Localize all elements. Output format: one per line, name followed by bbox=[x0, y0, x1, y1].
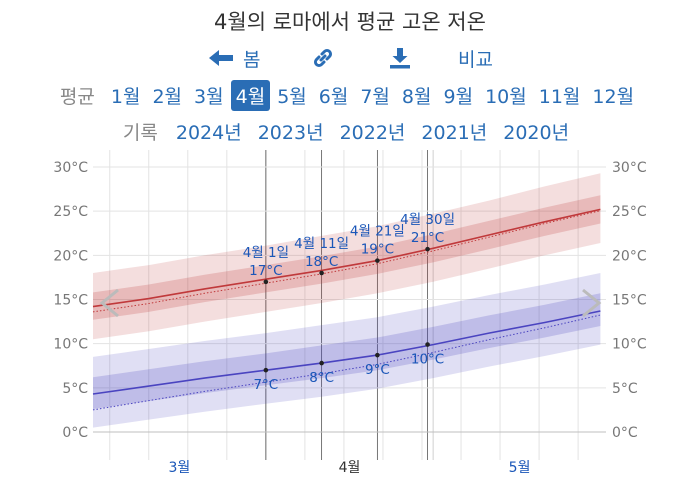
date-label: 4월 11일 bbox=[294, 236, 349, 252]
low-point bbox=[263, 367, 269, 373]
chart-grid bbox=[93, 150, 606, 460]
month-tab-5[interactable]: 5월 bbox=[277, 85, 307, 108]
high-point bbox=[319, 270, 324, 276]
x-tick-label: 4월 bbox=[339, 460, 361, 476]
chart-ticks: 0°C 0°C 5°C 5°C 10°C 10°C 15°C 15°C 20°C 20°C 25°C… bbox=[53, 160, 646, 476]
compare-button[interactable]: 비교 bbox=[458, 44, 493, 72]
month-tab-2[interactable]: 2월 bbox=[152, 85, 183, 108]
low-point bbox=[319, 360, 324, 366]
month-tab-8[interactable]: 8월 bbox=[401, 85, 432, 108]
high-value-label: 19°C bbox=[361, 242, 394, 258]
y-tick-label-right: 0°C bbox=[612, 425, 638, 441]
high-average-line bbox=[92, 208, 601, 308]
y-tick-label-right: 10°C bbox=[612, 337, 647, 353]
record-year-selector-label: 기록 bbox=[122, 121, 158, 144]
record-year-5[interactable]: 2020년 bbox=[503, 121, 570, 144]
high-outer-band bbox=[93, 173, 601, 340]
prev-month-arrow[interactable] bbox=[99, 288, 119, 318]
low-record-line bbox=[92, 314, 601, 411]
x-tick-label: 5월 bbox=[509, 460, 531, 476]
high-value-label: 21°C bbox=[411, 230, 444, 246]
compare-button-label: 비교 bbox=[458, 48, 493, 71]
high-point bbox=[425, 246, 430, 252]
low-value-label: 8°C bbox=[309, 370, 334, 386]
record-year-3[interactable]: 2022년 bbox=[339, 121, 406, 144]
chevron-left-icon bbox=[99, 288, 119, 318]
month-tab-7[interactable]: 7월 bbox=[360, 85, 390, 108]
y-tick-label-right: 15°C bbox=[612, 293, 647, 309]
low-value-label: 9°C bbox=[365, 362, 390, 378]
high-record-line bbox=[92, 210, 601, 313]
month-tab-4[interactable]: 4월 bbox=[230, 79, 271, 111]
y-tick-label-right: 25°C bbox=[612, 204, 647, 220]
back-button-label: 봄 bbox=[243, 48, 261, 71]
y-tick-label-left: 0°C bbox=[62, 425, 88, 441]
month-selector-label: 평균 bbox=[59, 85, 95, 108]
y-tick-label-right: 20°C bbox=[612, 248, 647, 264]
low-inner-band bbox=[93, 293, 601, 409]
high-value-label: 18°C bbox=[305, 254, 338, 270]
record-year-selector: 기록 2024년 2023년 2022년 2021년 2020년 bbox=[0, 116, 700, 146]
month-tab-1[interactable]: 1월 bbox=[110, 85, 141, 108]
temperature-chart: 4월 1일 17°C 7°C 4월 11일 18°C 8°C 4월 21일 19°C 9°C 4월… bbox=[53, 150, 647, 476]
record-year-2[interactable]: 2023년 bbox=[257, 121, 324, 144]
y-tick-label-left: 30°C bbox=[53, 160, 88, 176]
date-label: 4월 21일 bbox=[350, 224, 405, 240]
arrow-left-icon bbox=[209, 50, 233, 66]
link-icon bbox=[313, 48, 333, 68]
back-button[interactable]: 봄 bbox=[207, 44, 260, 72]
y-tick-label-right: 30°C bbox=[612, 160, 647, 176]
toolbar: 봄 비교 bbox=[0, 44, 700, 72]
download-icon bbox=[390, 48, 410, 69]
month-selector: 평균 1월 2월 3월 4월 5월 6월 7월 8월 9월 10월 11월 12월 bbox=[0, 79, 700, 111]
y-tick-label-left: 20°C bbox=[53, 248, 88, 264]
chevron-right-icon bbox=[582, 288, 602, 318]
month-tab-3[interactable]: 3월 bbox=[194, 85, 224, 108]
low-value-label: 10°C bbox=[411, 352, 444, 368]
low-value-label: 7°C bbox=[253, 377, 278, 393]
record-year-4[interactable]: 2021년 bbox=[421, 121, 488, 144]
high-inner-band bbox=[93, 195, 601, 320]
low-point bbox=[425, 342, 430, 347]
y-tick-label-left: 10°C bbox=[53, 337, 88, 353]
share-link-button[interactable] bbox=[311, 44, 335, 72]
high-value-label: 17°C bbox=[249, 263, 282, 279]
y-tick-label-right: 5°C bbox=[612, 381, 638, 397]
high-point bbox=[375, 258, 380, 263]
page-title: 4월의 로마에서 평균 고온 저온 bbox=[214, 10, 486, 34]
low-point bbox=[375, 352, 380, 358]
chart-marks: 4월 1일 17°C 7°C 4월 11일 18°C 8°C 4월 21일 19°C 9°C 4월… bbox=[243, 212, 455, 393]
month-tab-11[interactable]: 11월 bbox=[538, 85, 581, 108]
download-button[interactable] bbox=[388, 44, 412, 72]
y-tick-label-left: 5°C bbox=[62, 381, 88, 397]
high-point bbox=[263, 279, 269, 285]
date-label: 4월 30일 bbox=[400, 212, 455, 228]
month-tab-10[interactable]: 10월 bbox=[485, 85, 527, 108]
y-tick-label-left: 25°C bbox=[53, 204, 88, 220]
chart-bands bbox=[93, 173, 601, 428]
date-label: 4월 1일 bbox=[243, 245, 289, 261]
chart-lines bbox=[92, 208, 601, 411]
month-tab-6[interactable]: 6월 bbox=[318, 85, 349, 108]
next-month-arrow[interactable] bbox=[582, 288, 602, 318]
month-tab-9[interactable]: 9월 bbox=[443, 85, 474, 108]
record-year-1[interactable]: 2024년 bbox=[175, 121, 242, 144]
y-tick-label-left: 15°C bbox=[53, 293, 88, 309]
low-average-line bbox=[92, 310, 601, 395]
low-outer-band bbox=[93, 273, 601, 428]
x-tick-label: 3월 bbox=[169, 460, 191, 476]
month-tab-12[interactable]: 12월 bbox=[592, 85, 635, 108]
